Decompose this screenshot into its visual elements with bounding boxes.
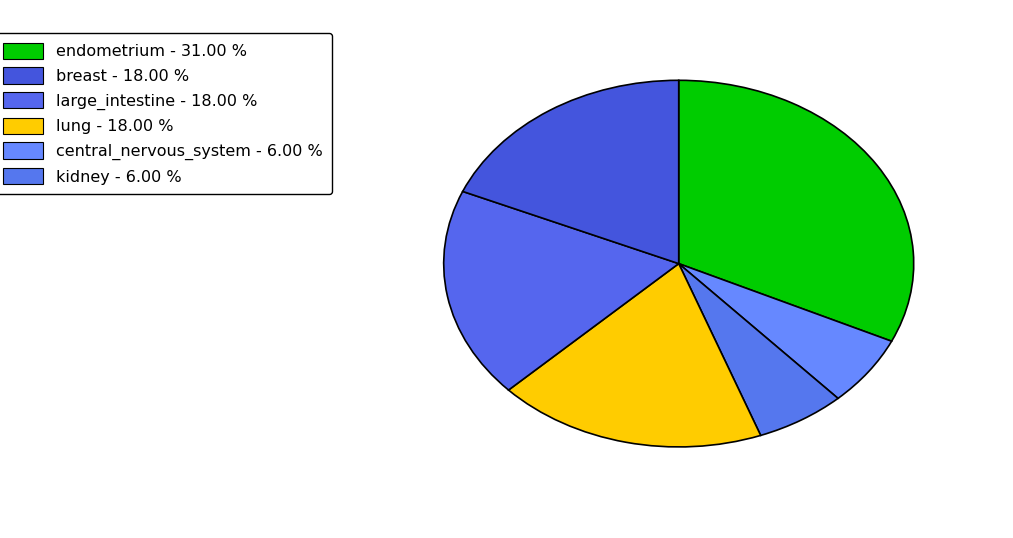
Wedge shape: [679, 80, 914, 341]
Wedge shape: [509, 264, 761, 447]
Wedge shape: [463, 80, 679, 264]
Wedge shape: [444, 192, 679, 390]
Wedge shape: [679, 264, 838, 435]
Wedge shape: [679, 264, 891, 398]
Legend: endometrium - 31.00 %, breast - 18.00 %, large_intestine - 18.00 %, lung - 18.00: endometrium - 31.00 %, breast - 18.00 %,…: [0, 33, 332, 194]
